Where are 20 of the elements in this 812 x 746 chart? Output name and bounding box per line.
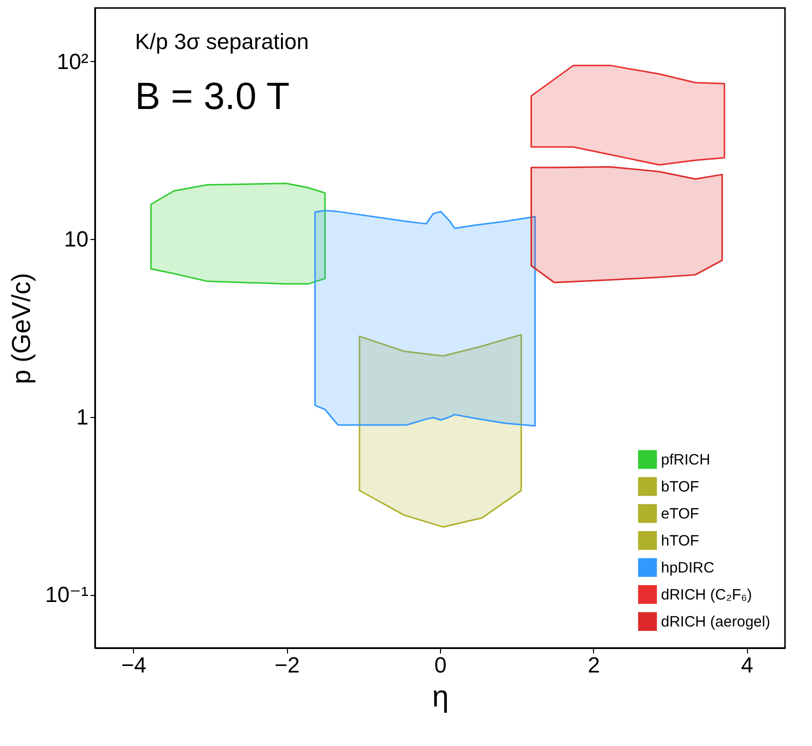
x-tick-label: 4 — [741, 652, 754, 678]
legend-label: pfRICH — [661, 452, 710, 468]
y-tick-label: 1 — [76, 404, 88, 430]
x-tick-label: 2 — [588, 652, 600, 678]
legend-label: hTOF — [661, 532, 700, 550]
legend-label: eTOF — [661, 506, 700, 522]
legend-label: dRICH (aerogel) — [661, 614, 770, 630]
y-axis-title: p (GeV/c) — [6, 272, 36, 384]
x-axis-title: η — [432, 680, 449, 714]
legend-label: bTOF — [661, 478, 700, 496]
x-tick-label: −2 — [274, 652, 300, 678]
legend-label: hpDIRC — [661, 560, 715, 576]
y-tick-label: 10 — [64, 226, 88, 252]
y-tick-label: 10² — [56, 48, 88, 74]
y-tick-label: 10⁻¹ — [45, 582, 88, 608]
x-tick-label: 0 — [434, 652, 447, 678]
annotation: K/p 3σ separation — [135, 29, 309, 54]
x-tick-label: −4 — [121, 652, 146, 678]
legend-label: dRICH (C₂F₆) — [661, 586, 752, 604]
annotation: B = 3.0 T — [135, 76, 290, 118]
